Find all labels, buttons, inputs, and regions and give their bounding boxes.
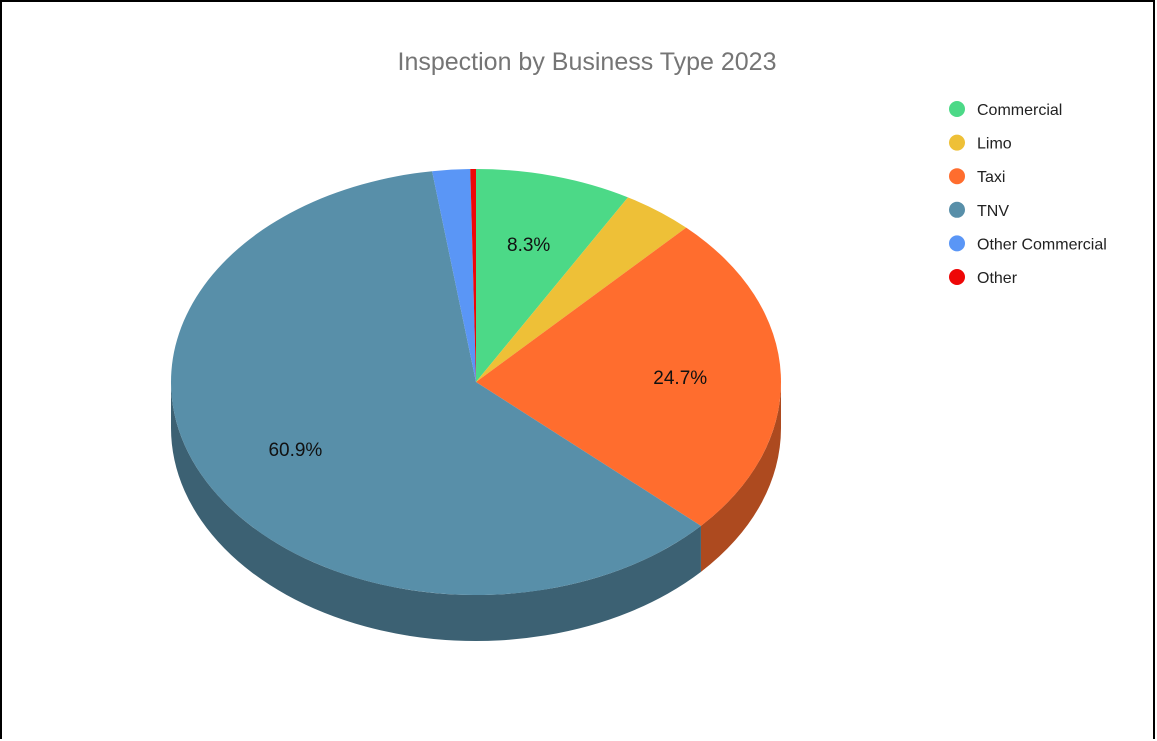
chart-title: Inspection by Business Type 2023 (398, 48, 777, 76)
slice-taxi[interactable] (476, 227, 781, 526)
slice-depth-taxi (700, 382, 781, 572)
legend-item-limo[interactable]: Limo (949, 134, 1012, 153)
slice-other-commercial[interactable] (432, 169, 476, 382)
legend-item-other-commercial[interactable]: Other Commercial (949, 235, 1107, 253)
legend-item-tnv[interactable]: TNV (949, 201, 1009, 220)
data-labels: 8.3% 24.7% 60.9% (268, 235, 707, 461)
slice-limo[interactable] (476, 197, 687, 382)
legend-item-other[interactable]: Other (949, 269, 1018, 287)
legend-label-tnv: TNV (977, 203, 1009, 220)
legend-label-limo: Limo (977, 136, 1012, 153)
legend-item-taxi[interactable]: Taxi (949, 168, 1005, 186)
legend-marker-tnv (949, 201, 965, 218)
legend-label-commercial: Commercial (977, 102, 1062, 119)
pie-slices (171, 169, 781, 596)
legend-marker-limo (949, 134, 965, 151)
legend-label-other: Other (977, 270, 1018, 287)
data-label-commercial: 8.3% (507, 235, 550, 256)
slice-depth-tnv (171, 382, 701, 642)
legend-marker-commercial (949, 101, 965, 117)
legend-item-commercial[interactable]: Commercial (949, 101, 1062, 119)
legend-marker-other (949, 269, 965, 285)
slice-other[interactable] (470, 169, 476, 382)
data-label-tnv: 60.9% (268, 440, 322, 461)
legend-label-taxi: Taxi (977, 169, 1005, 186)
pie-depth (171, 382, 781, 642)
legend-marker-other-commercial (949, 235, 965, 252)
slice-tnv[interactable] (171, 171, 701, 596)
slice-commercial[interactable] (476, 169, 628, 382)
legend: Commercial Limo Taxi TNV Other Commercial Oth… (949, 101, 1107, 287)
legend-label-other-commercial: Other Commercial (977, 236, 1107, 253)
legend-marker-taxi (949, 168, 965, 185)
data-label-taxi: 24.7% (653, 368, 707, 389)
